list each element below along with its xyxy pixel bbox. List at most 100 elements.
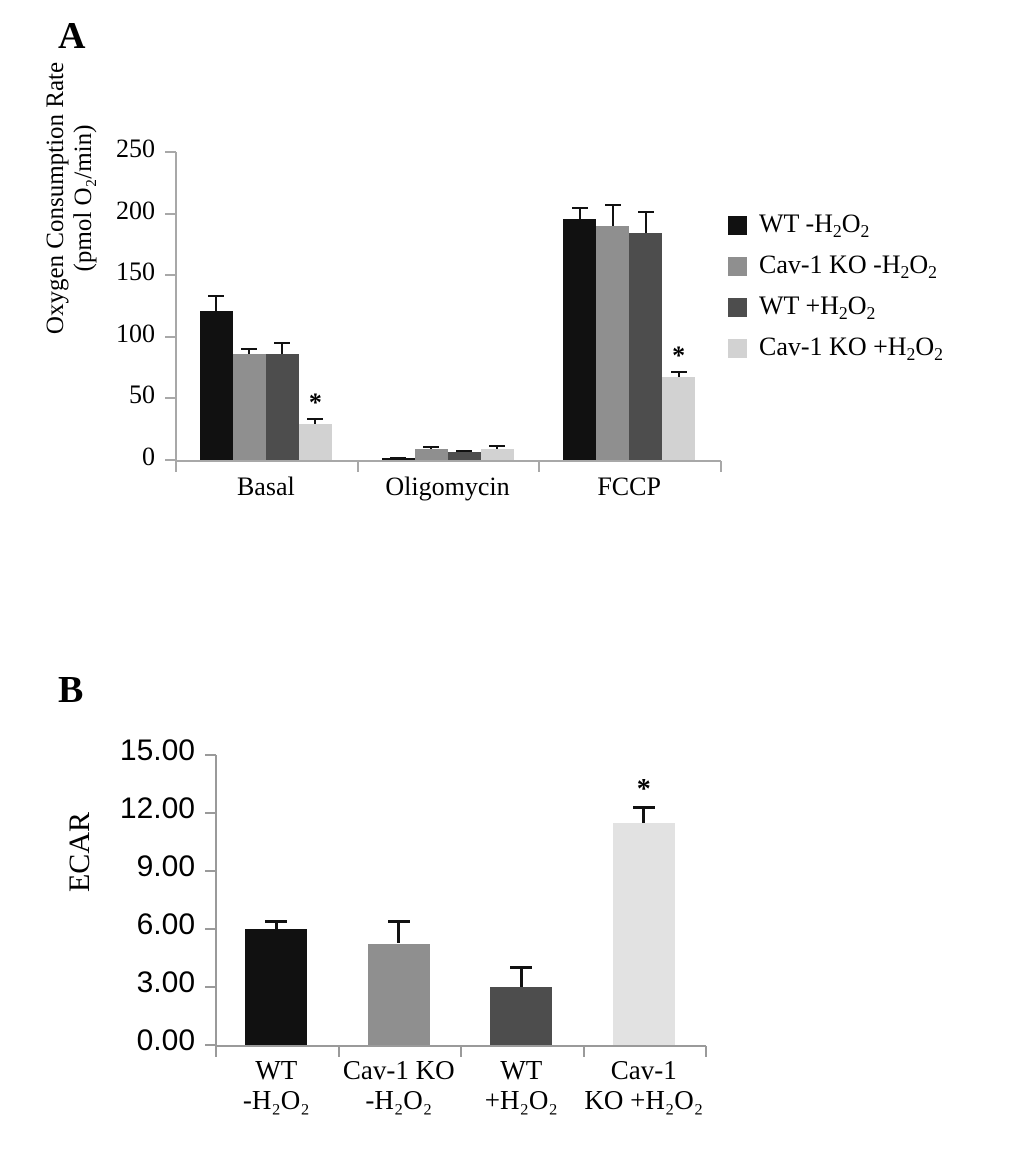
legend-label: Cav-1 KO +H2O2 bbox=[759, 332, 944, 364]
panel-a-y-tick bbox=[165, 335, 176, 338]
legend-swatch bbox=[728, 216, 747, 235]
panel-a-bar bbox=[480, 448, 514, 460]
panel-b-x-label-line1: WT bbox=[500, 1055, 543, 1085]
panel-b-bar bbox=[612, 822, 675, 1045]
panel-a-bar bbox=[629, 233, 663, 460]
legend-label: WT +H2O2 bbox=[759, 291, 876, 323]
panel-a-error-bar bbox=[611, 203, 614, 226]
panel-a-significance-asterisk: * bbox=[672, 341, 686, 371]
panel-a-bar bbox=[381, 458, 415, 460]
panel-a-error-cap bbox=[241, 347, 258, 350]
panel-a-bar bbox=[414, 448, 448, 460]
panel-a-x-label: Basal bbox=[236, 472, 295, 501]
panel-b-error-bar bbox=[642, 806, 646, 823]
panel-a-y-tick-label: 200 bbox=[116, 195, 155, 225]
panel-b-bar bbox=[490, 987, 553, 1045]
panel-b-error-cap bbox=[265, 920, 288, 924]
panel-b-y-tick bbox=[205, 754, 216, 756]
panel-b-x-label-line1: Cav-1 KO bbox=[342, 1055, 455, 1085]
panel-b-y-tick-label: 3.00 bbox=[136, 966, 195, 999]
panel-a-bar bbox=[232, 354, 266, 460]
panel-b-error-bar bbox=[274, 920, 278, 929]
panel-b-x-label-line1: WT bbox=[255, 1055, 298, 1085]
panel-a-error-cap bbox=[423, 446, 439, 449]
legend-item: Cav-1 KO +H2O2 bbox=[728, 328, 943, 369]
panel-a-error-cap bbox=[571, 207, 588, 210]
panel-b-letter: B bbox=[58, 669, 84, 711]
panel-a-y-tick-label: 250 bbox=[116, 134, 155, 163]
legend-item: WT -H2O2 bbox=[728, 205, 943, 246]
panel-b-y-tick bbox=[205, 986, 216, 988]
panel-a-x-label: Oligomycin bbox=[385, 472, 510, 501]
panel-a-bar bbox=[447, 451, 481, 460]
panel-a-error-bar bbox=[215, 294, 218, 311]
panel-a-letter: A bbox=[58, 15, 86, 57]
legend-item: WT +H2O2 bbox=[728, 287, 943, 328]
panel-b-error-cap bbox=[510, 965, 533, 969]
panel-a-bar bbox=[563, 218, 597, 460]
panel-a-error-cap bbox=[637, 211, 654, 214]
panel-b-x-label: WT +H₂O₂ bbox=[446, 1055, 596, 1115]
panel-a-error-cap bbox=[208, 294, 225, 297]
panel-a-error-cap bbox=[604, 203, 621, 206]
panel-b-significance-asterisk: * bbox=[636, 774, 651, 806]
panel-b-x-label: Cav-1 KO -H₂O₂ bbox=[324, 1055, 474, 1115]
panel-b-x-label-line2: KO +H₂O₂ bbox=[584, 1085, 704, 1116]
panel-b-y-tick-label: 6.00 bbox=[136, 908, 195, 941]
panel-a-x-label: FCCP bbox=[597, 472, 661, 501]
panel-a-y-tick-label: 150 bbox=[116, 257, 155, 287]
panel-a-error-bar bbox=[314, 418, 317, 425]
panel-b-error-bar bbox=[397, 920, 401, 944]
legend-swatch bbox=[728, 339, 747, 358]
panel-a-error-bar bbox=[677, 371, 680, 378]
panel-a-error-cap bbox=[670, 371, 687, 374]
panel-b-y-tick-label: 0.00 bbox=[136, 1024, 195, 1057]
panel-a-x-tick bbox=[720, 461, 722, 472]
panel-a-y-tick bbox=[165, 459, 176, 461]
panel-b-x-tick bbox=[582, 1046, 585, 1057]
panel-a-y-tick-label: 0 bbox=[142, 442, 155, 471]
legend-label: Cav-1 KO -H2O2 bbox=[759, 250, 937, 282]
panel-a-bar bbox=[596, 225, 630, 460]
panel-a-bar bbox=[662, 377, 696, 460]
panel-a-bar bbox=[298, 424, 332, 460]
legend-label: WT -H2O2 bbox=[759, 209, 870, 241]
panel-a-y-tick-label: 50 bbox=[129, 380, 155, 410]
panel-b-y-tick-label: 12.00 bbox=[119, 792, 195, 825]
panel-a-error-cap bbox=[456, 449, 472, 452]
panel-a-y-tick bbox=[165, 274, 176, 277]
panel-b-y-tick bbox=[205, 928, 216, 930]
legend-swatch bbox=[728, 298, 747, 317]
panel-b-y-tick bbox=[205, 812, 216, 814]
panel-b-y-axis-line bbox=[215, 755, 217, 1046]
panel-b-x-label: WT -H₂O₂ bbox=[201, 1055, 351, 1115]
legend-swatch bbox=[728, 257, 747, 276]
panel-a-legend: WT -H2O2 Cav-1 KO -H2O2 WT +H2O2 Cav-1 KO +… bbox=[728, 205, 943, 369]
panel-a-x-tick bbox=[538, 461, 541, 472]
panel-a-y-tick-label: 100 bbox=[116, 318, 155, 348]
panel-b-bar bbox=[367, 943, 430, 1045]
panel-a-y-tick bbox=[165, 212, 176, 215]
panel-b-x-label-line1: Cav-1 bbox=[610, 1055, 677, 1085]
panel-b-error-bar bbox=[519, 965, 523, 987]
panel-b-bar bbox=[245, 929, 308, 1045]
panel-a-bar bbox=[265, 354, 299, 460]
panel-b-error-cap bbox=[387, 920, 410, 924]
panel-a-error-bar bbox=[578, 207, 581, 219]
panel-a-x-tick bbox=[175, 461, 177, 472]
panel-a-error-cap bbox=[489, 445, 505, 448]
panel-b-x-tick bbox=[460, 1046, 462, 1057]
panel-b-x-tick bbox=[705, 1046, 707, 1057]
panel-b-x-label-line2: -H₂O₂ bbox=[242, 1085, 310, 1116]
panel-a-error-bar bbox=[248, 347, 251, 355]
panel-b-y-tick-label: 15.00 bbox=[119, 734, 195, 767]
panel-a-error-bar bbox=[281, 341, 284, 355]
panel-a-y-tick bbox=[165, 397, 176, 400]
panel-a-error-cap bbox=[307, 418, 324, 421]
panel-b-x-tick bbox=[337, 1046, 340, 1057]
panel-b-chart: ECAR 0.00 3.00 6.00 9.00 12.00 15.00 * WT -H₂O… bbox=[0, 640, 1020, 1153]
panel-b-x-tick bbox=[215, 1046, 217, 1057]
panel-a-bar bbox=[199, 310, 233, 460]
panel-a-x-axis-line bbox=[175, 460, 721, 462]
